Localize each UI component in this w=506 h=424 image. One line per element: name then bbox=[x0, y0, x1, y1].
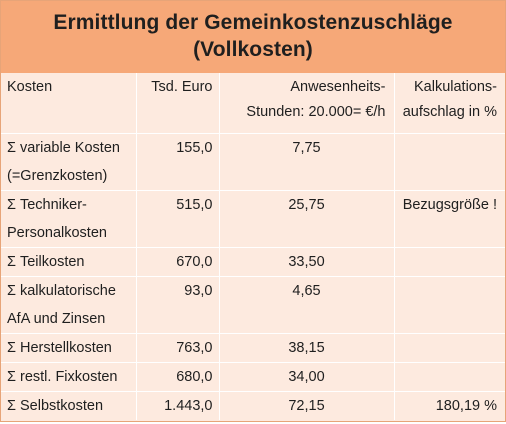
row-label-line2: Personalkosten bbox=[7, 225, 107, 241]
table-header-row: Kosten Tsd. Euro Anwesenheits- Stunden: … bbox=[1, 73, 505, 134]
row-per-hour: 38,15 bbox=[219, 333, 395, 363]
table-row: Σ Techniker- Personalkosten 515,0 25,75 … bbox=[1, 190, 505, 248]
row-per-hour: 33,50 bbox=[219, 247, 395, 277]
column-header-per-hour-line2: Stunden: 20.000= €/h bbox=[246, 104, 386, 120]
row-per-hour: 7,75 bbox=[219, 133, 395, 191]
overhead-surcharge-table: Kosten Tsd. Euro Anwesenheits- Stunden: … bbox=[1, 73, 505, 420]
table-row: Σ Herstellkosten 763,0 38,15 bbox=[1, 333, 505, 363]
page-title: Ermittlung der Gemeinkostenzuschläge bbox=[53, 11, 453, 34]
table-row: Σ Selbstkosten 1.443,0 72,15 180,19 % bbox=[1, 391, 505, 420]
column-header-surcharge-line2: aufschlag in % bbox=[402, 104, 497, 120]
row-label: Σ Selbstkosten bbox=[1, 391, 137, 420]
page-subtitle: (Vollkosten) bbox=[193, 38, 313, 61]
column-header-per-hour: Anwesenheits- Stunden: 20.000= €/h bbox=[219, 73, 395, 134]
row-tsd-euro: 763,0 bbox=[136, 333, 220, 363]
row-per-hour: 34,00 bbox=[219, 362, 395, 392]
row-per-hour: 25,75 bbox=[219, 190, 395, 248]
row-surcharge bbox=[394, 247, 505, 277]
column-header-per-hour-line1: Anwesenheits- bbox=[290, 79, 386, 95]
column-header-surcharge: Kalkulations- aufschlag in % bbox=[394, 73, 505, 134]
row-surcharge: 180,19 % bbox=[435, 398, 497, 414]
row-tsd-euro: 93,0 bbox=[136, 276, 220, 334]
row-label: Σ Herstellkosten bbox=[1, 333, 137, 363]
table-row: Σ variable Kosten (=Grenzkosten) 155,0 7… bbox=[1, 133, 505, 191]
column-header-tsd-euro: Tsd. Euro bbox=[136, 73, 220, 134]
column-header-surcharge-line1: Kalkulations- bbox=[413, 79, 497, 95]
row-surcharge bbox=[394, 362, 505, 392]
row-label: Σ restl. Fixkosten bbox=[1, 362, 137, 392]
row-label-line1: Σ Techniker- bbox=[7, 197, 87, 213]
table-row: Σ Teilkosten 670,0 33,50 bbox=[1, 247, 505, 277]
row-label: Σ Teilkosten bbox=[1, 247, 137, 277]
row-label-line2: (=Grenzkosten) bbox=[7, 168, 108, 184]
row-label: Σ Techniker- Personalkosten bbox=[1, 190, 137, 248]
table-row: Σ restl. Fixkosten 680,0 34,00 bbox=[1, 362, 505, 392]
row-tsd-euro: 1.443,0 bbox=[136, 391, 220, 420]
title-bar: Ermittlung der Gemeinkostenzuschläge (Vo… bbox=[1, 1, 505, 73]
row-label-line1: Σ variable Kosten bbox=[7, 140, 120, 156]
row-tsd-euro: 155,0 bbox=[136, 133, 220, 191]
row-per-hour: 72,15 bbox=[219, 391, 395, 420]
row-tsd-euro: 670,0 bbox=[136, 247, 220, 277]
row-tsd-euro: 515,0 bbox=[136, 190, 220, 248]
table-row: Σ kalkulatorische AfA und Zinsen 93,0 4,… bbox=[1, 276, 505, 334]
column-header-kosten: Kosten bbox=[1, 73, 137, 134]
row-label-line1: Σ kalkulatorische bbox=[7, 283, 116, 299]
row-tsd-euro: 680,0 bbox=[136, 362, 220, 392]
row-label: Σ kalkulatorische AfA und Zinsen bbox=[1, 276, 137, 334]
row-surcharge: Bezugsgröße ! bbox=[394, 190, 505, 248]
row-surcharge bbox=[394, 133, 505, 191]
row-per-hour: 4,65 bbox=[219, 276, 395, 334]
row-surcharge bbox=[394, 333, 505, 363]
row-label-line2: AfA und Zinsen bbox=[7, 311, 106, 327]
row-surcharge bbox=[394, 276, 505, 334]
row-label: Σ variable Kosten (=Grenzkosten) bbox=[1, 133, 137, 191]
